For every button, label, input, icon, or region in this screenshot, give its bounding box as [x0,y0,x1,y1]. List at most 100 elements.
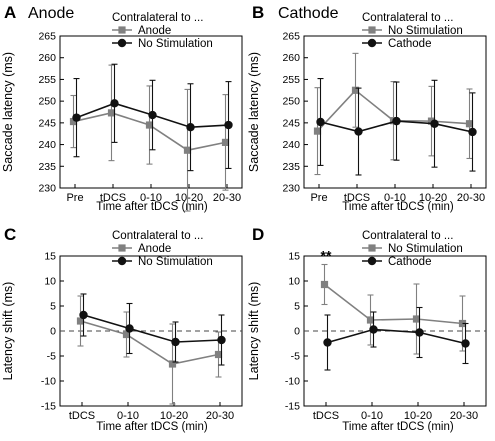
y-tick-label: 5 [294,301,300,313]
y-axis-title: Latency shift (ms) [247,282,261,381]
data-point [465,120,474,128]
legend-title: Contralateral to ... [362,230,453,242]
y-tick-label: 255 [38,74,56,86]
y-tick-label: 255 [282,74,300,86]
legend-marker [367,256,377,266]
legend-marker [368,244,376,252]
series-1 [72,63,233,172]
data-point [214,350,223,359]
y-tick-label: 230 [38,183,56,195]
legend-title: Contralateral to ... [112,12,203,24]
x-tick-label: tDCS [313,410,339,422]
y-tick-label: 235 [38,161,56,173]
y-tick-label: 235 [282,161,300,173]
legend-entry: No Stimulation [138,256,213,268]
y-tick-label: 10 [44,276,56,288]
legend-marker [367,38,377,48]
data-point [183,146,192,154]
data-point [69,117,78,126]
x-tick-label: 10-20 [419,192,447,204]
data-point [354,127,363,136]
series-line [83,314,222,343]
series-line [80,320,219,365]
x-tick-label: 0-10 [384,192,406,204]
data-point [148,110,157,120]
x-tick-label: 0-10 [361,410,383,422]
legend-entry: No Stimulation [138,38,213,50]
y-tick-label: 250 [282,96,300,108]
data-point [313,127,322,135]
legend-marker [368,26,376,34]
data-point [72,113,81,122]
y-tick-label: 260 [282,52,300,64]
data-point [107,109,116,117]
data-point [461,339,470,348]
panel-letter: D [252,225,264,244]
series-line [327,328,466,345]
panel-letter: A [4,3,16,22]
y-tick-label: 0 [50,326,56,338]
series-0 [313,52,474,176]
legend-entry: Cathode [388,38,431,50]
y-axis-title: Latency shift (ms) [1,282,15,381]
y-tick-label: 265 [282,31,300,43]
y-tick-label: 265 [38,31,56,43]
series-1 [316,78,477,176]
legend-marker [118,244,126,252]
series-line [324,283,463,325]
data-point [168,360,177,368]
data-point [217,335,226,345]
y-tick-label: 15 [44,251,56,263]
y-tick-label: 250 [38,96,56,108]
y-tick-label: 240 [282,139,300,151]
series-0 [76,295,223,405]
y-tick-label: 260 [38,52,56,64]
y-tick-label: -10 [41,376,56,388]
data-point [110,99,119,108]
data-point [351,86,360,94]
data-point [224,120,233,130]
legend-title: Contralateral to ... [112,230,203,242]
y-axis-title: Saccade latency (ms) [247,52,261,172]
chart-title: Anode [28,5,74,22]
data-point [415,328,424,337]
data-point [369,325,378,334]
panel-letter: C [4,225,16,244]
data-point [468,127,477,137]
y-tick-label: 245 [282,117,300,129]
legend-title: Contralateral to ... [362,12,453,24]
x-tick-label: 20-30 [450,410,478,422]
y-axis-title: Saccade latency (ms) [1,52,15,172]
x-tick-label: 20-30 [206,410,234,422]
plot-frame [303,35,487,189]
x-axis-title: Time after tDCS (min) [342,421,454,433]
data-point [320,280,329,289]
data-point [79,310,88,320]
data-point [366,316,375,324]
y-tick-label: -10 [285,376,300,388]
y-tick-label: 240 [38,139,56,151]
x-tick-label: 10-20 [404,410,432,422]
data-point [145,121,154,129]
data-point [412,315,421,323]
data-point [316,117,325,127]
legend: Contralateral to ...No StimulationCathod… [362,230,463,268]
x-tick-label: Pre [66,192,83,204]
y-tick-label: -5 [291,351,300,363]
series-0 [320,263,467,355]
data-point [221,138,230,146]
x-tick-label: tDCS [69,410,95,422]
data-point [122,330,131,339]
x-tick-label: 0-10 [117,410,139,422]
chart-panel-a: A Anode 230 235 240 245 250 255 260 265 Pre tDCS 0-1… [1,3,243,213]
legend-marker [117,256,127,266]
data-point [392,116,401,126]
data-point [186,123,195,132]
series-1 [79,293,226,366]
significance-annotation: ** [321,248,332,264]
